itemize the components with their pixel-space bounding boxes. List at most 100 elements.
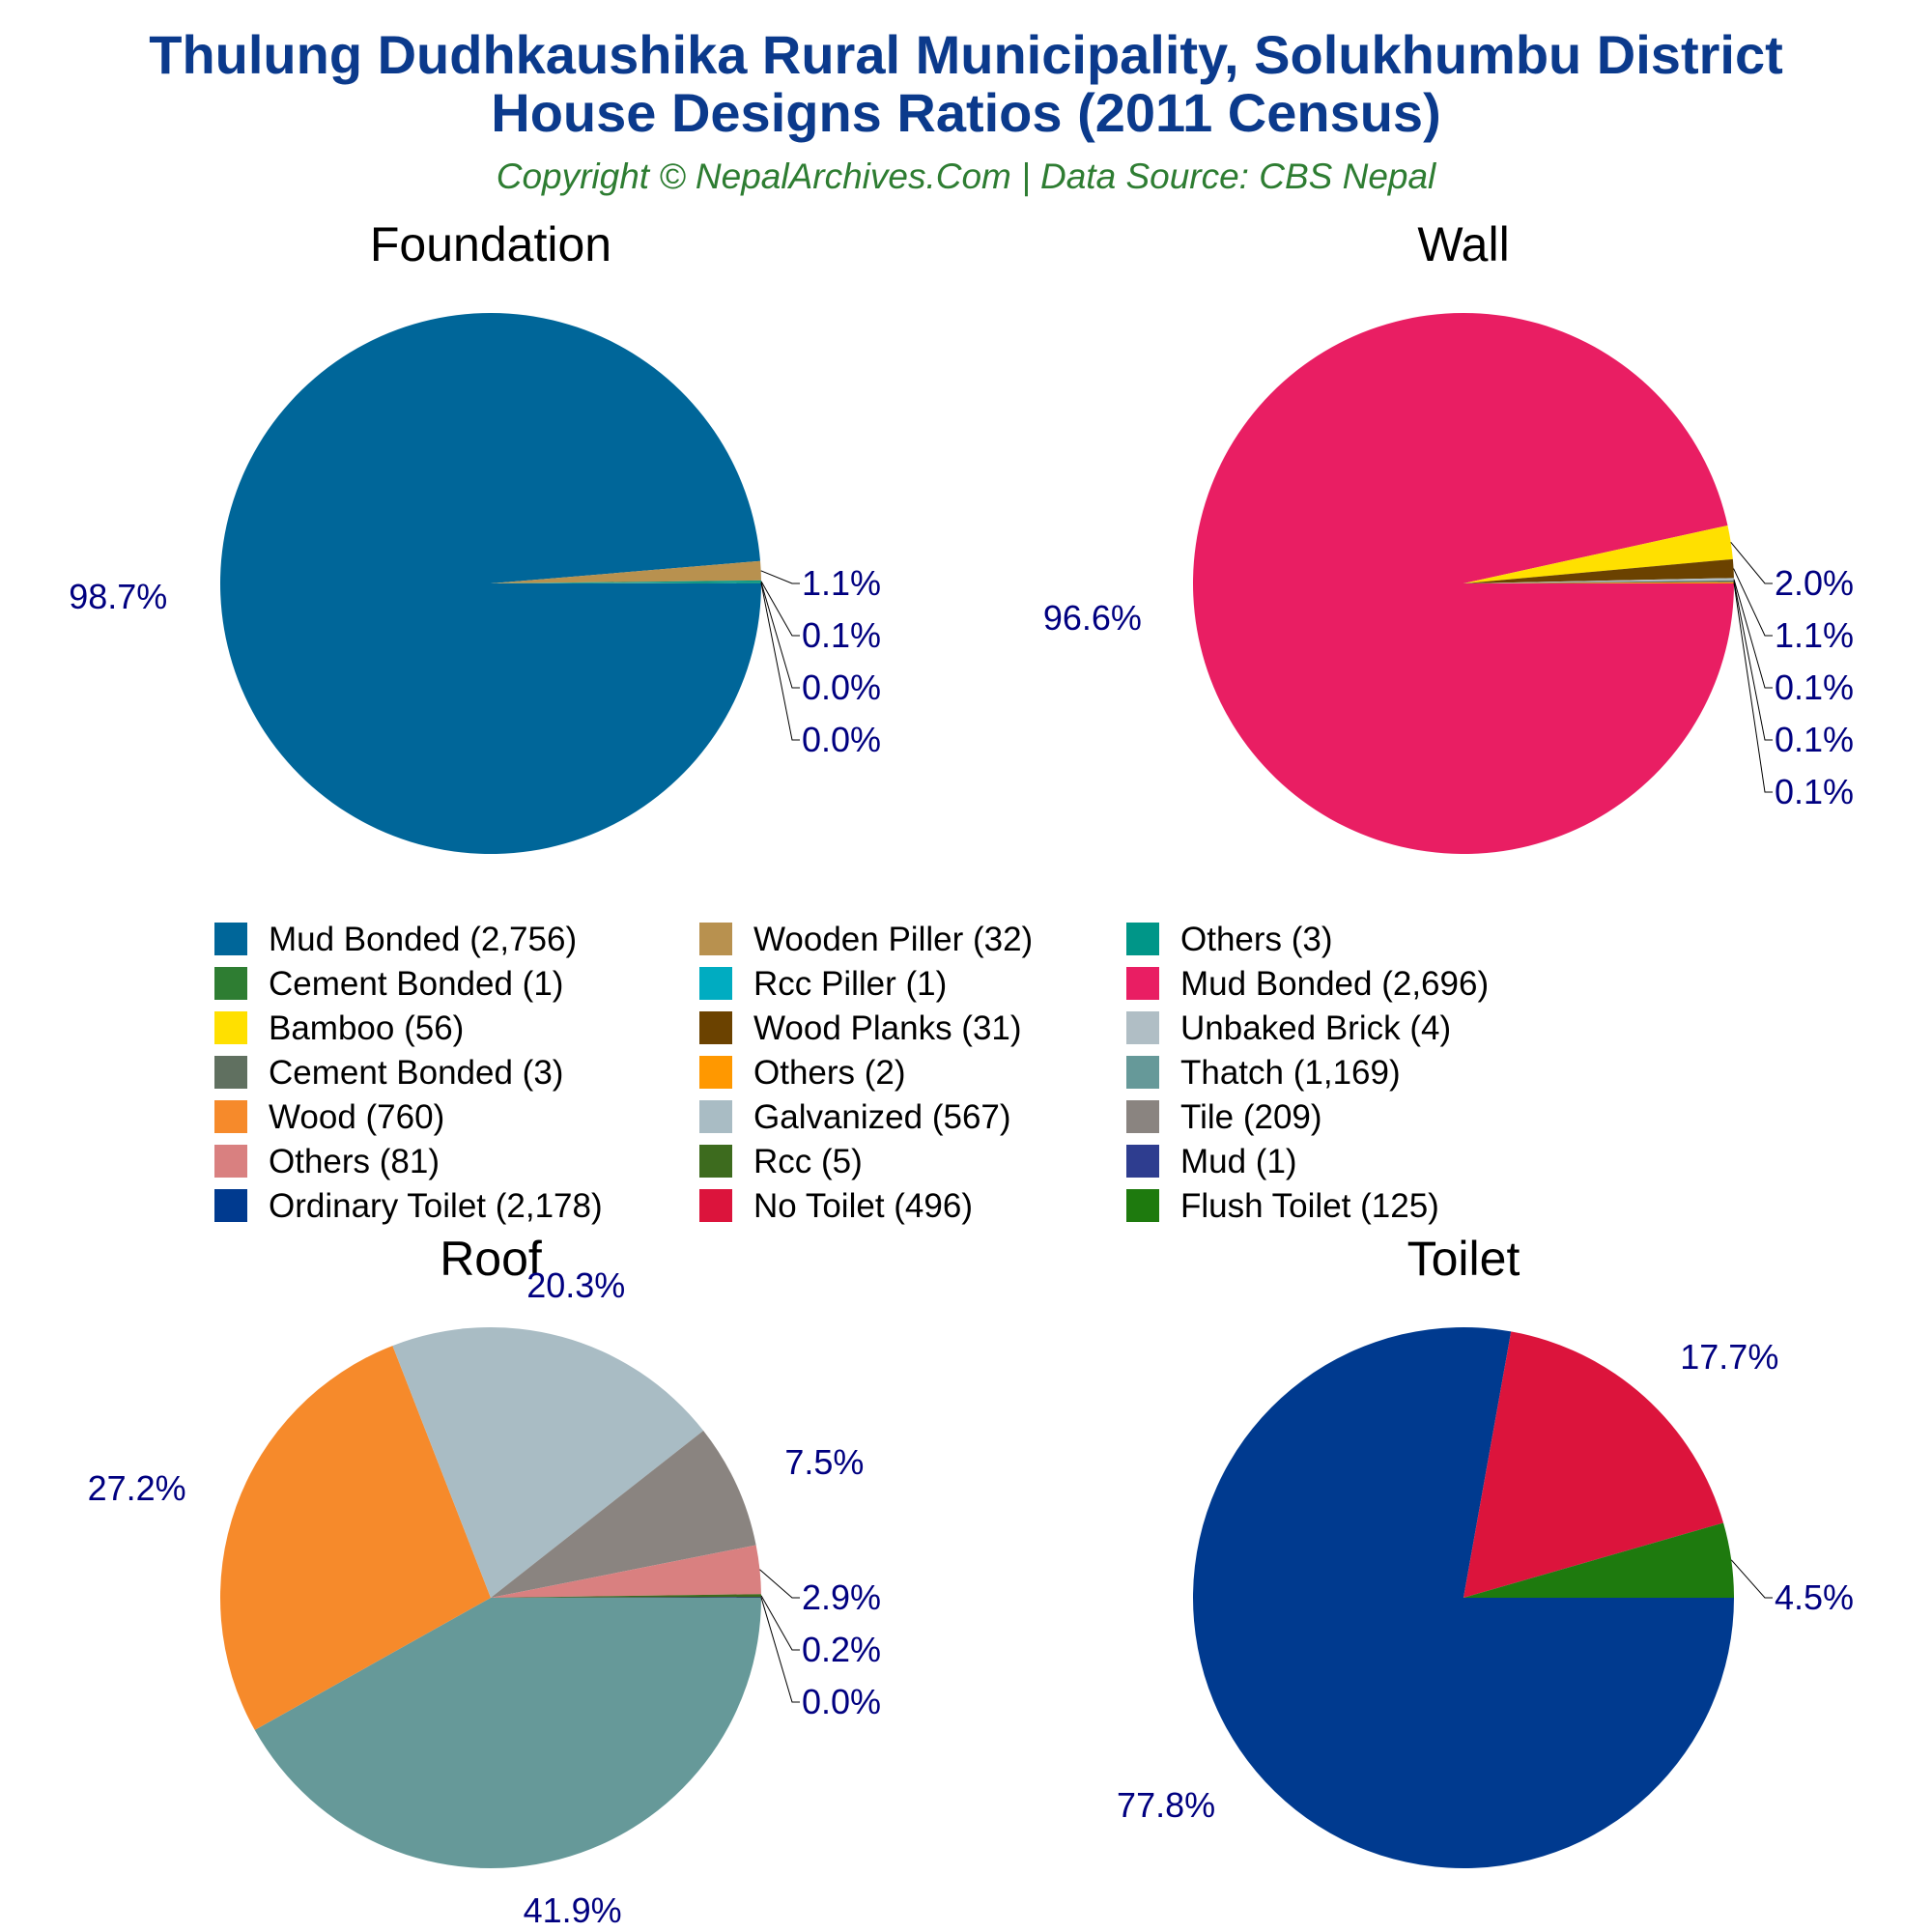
legend-item: Wood (760) (214, 1098, 444, 1136)
pie-wall: Wall 96.6% 2.0% 1.1% 0.1% 0.1% 0.1% (1043, 217, 1854, 854)
legend-swatch (214, 1011, 247, 1044)
leader-line (760, 582, 800, 741)
legend-swatch (1126, 923, 1159, 955)
legend-item: Galvanized (567) (699, 1098, 1011, 1136)
legend-item: Unbaked Brick (4) (1126, 1009, 1451, 1047)
legend-item: Tile (209) (1126, 1098, 1322, 1136)
legend-label: Cement Bonded (3) (269, 1054, 563, 1092)
legend-item: Ordinary Toilet (2,178) (214, 1187, 603, 1225)
legend-swatch (214, 1100, 247, 1133)
legend-label: Mud Bonded (2,756) (269, 921, 577, 958)
legend-item: Cement Bonded (1) (214, 965, 563, 1003)
slice-percent-label: 0.0% (802, 1682, 881, 1721)
pie-slice (220, 1346, 491, 1730)
legend-item: Mud Bonded (2,696) (1126, 965, 1489, 1003)
legend-item: Thatch (1,169) (1126, 1054, 1401, 1092)
legend-label: Wood (760) (269, 1098, 444, 1136)
legend-label: Others (81) (269, 1143, 440, 1180)
legend-swatch (699, 1056, 732, 1089)
legend-item: Others (2) (699, 1054, 906, 1092)
legend-label: Thatch (1,169) (1180, 1054, 1401, 1092)
chart-subtitle: Copyright © NepalArchives.Com | Data Sou… (497, 156, 1437, 196)
pie-slice (1463, 1331, 1724, 1598)
slice-percent-label: 41.9% (524, 1890, 622, 1930)
legend-item: Mud (1) (1126, 1143, 1297, 1180)
slice-percent-label: 27.2% (88, 1468, 186, 1508)
leader-line (1733, 579, 1773, 689)
slice-percent-label: 77.8% (1117, 1785, 1215, 1825)
legend-label: Wood Planks (31) (753, 1009, 1022, 1047)
slice-percent-label: 0.2% (802, 1630, 881, 1669)
slice-percent-label: 0.1% (802, 615, 881, 655)
pie-slice (491, 1430, 756, 1598)
leader-line (760, 581, 800, 637)
pie-slice (1463, 582, 1734, 583)
legend-label: Bamboo (56) (269, 1009, 464, 1047)
pie-slice (491, 1597, 761, 1598)
pie-slice (491, 1545, 761, 1598)
slice-percent-label: 1.1% (802, 563, 881, 603)
legend-item: No Toilet (496) (699, 1187, 973, 1225)
legend-swatch (1126, 1056, 1159, 1089)
pie-slice (491, 560, 761, 583)
slice-percent-label: 0.0% (802, 668, 881, 707)
pie-roof: Roof 41.9% 27.2% 20.3% 7.5% 2.9% 0.2% 0.0% (88, 1232, 881, 1930)
pie-slice (220, 312, 761, 854)
slice-percent-label: 96.6% (1043, 598, 1142, 638)
legend-label: Mud (1) (1180, 1143, 1297, 1180)
legend-item: Others (3) (1126, 921, 1333, 958)
pie-slice (1463, 580, 1734, 583)
legend-label: Unbaked Brick (4) (1180, 1009, 1451, 1047)
slice-percent-label: 0.1% (1775, 668, 1854, 707)
legend-swatch (1126, 967, 1159, 1000)
legend-swatch (699, 1145, 732, 1178)
leader-line (760, 1597, 800, 1703)
pie-slice (1463, 525, 1733, 583)
legend-swatch (699, 923, 732, 955)
legend-item: Mud Bonded (2,756) (214, 921, 577, 958)
slice-percent-label: 17.7% (1680, 1337, 1778, 1377)
legend-item: Bamboo (56) (214, 1009, 464, 1047)
legend-swatch (699, 967, 732, 1000)
legend-swatch (214, 923, 247, 955)
pie-slice (491, 580, 761, 583)
pie-slice (1192, 312, 1734, 854)
pie-charts: Foundation 98.7% 1.1% 0.1% 0.0% 0.0% Wall 96.6%… (69, 217, 1854, 1930)
pie-foundation: Foundation 98.7% 1.1% 0.1% 0.0% 0.0% (69, 217, 881, 854)
chart-title-line2: House Designs Ratios (2011 Census) (491, 82, 1440, 143)
legend-item: Cement Bonded (3) (214, 1054, 563, 1092)
legend-swatch (214, 1056, 247, 1089)
legend-label: Wooden Piller (32) (753, 921, 1033, 958)
chart-title-line1: Thulung Dudhkaushika Rural Municipality,… (149, 24, 1783, 85)
slice-percent-label: 4.5% (1775, 1577, 1854, 1617)
legend-item: Wooden Piller (32) (699, 921, 1033, 958)
pie-slice (1463, 1522, 1734, 1598)
legend-swatch (214, 1189, 247, 1222)
legend-item: Wood Planks (31) (699, 1009, 1022, 1047)
legend-item: Rcc Piller (1) (699, 965, 947, 1003)
legend-label: Ordinary Toilet (2,178) (269, 1187, 603, 1225)
pie-title: Toilet (1407, 1232, 1520, 1286)
slice-percent-label: 0.0% (802, 720, 881, 759)
legend-label: Flush Toilet (125) (1180, 1187, 1439, 1225)
legend-swatch (214, 1145, 247, 1178)
legend-label: Rcc (5) (753, 1143, 863, 1180)
slice-percent-label: 7.5% (784, 1442, 864, 1482)
legend-swatch (1126, 1189, 1159, 1222)
legend-label: No Toilet (496) (753, 1187, 973, 1225)
slice-percent-label: 2.9% (802, 1577, 881, 1617)
slice-percent-label: 98.7% (69, 577, 167, 616)
legend-swatch (1126, 1011, 1159, 1044)
legend-label: Tile (209) (1180, 1098, 1322, 1136)
slice-percent-label: 0.1% (1775, 772, 1854, 811)
legend-label: Galvanized (567) (753, 1098, 1011, 1136)
leader-line (1733, 581, 1773, 741)
legend-label: Others (3) (1180, 921, 1333, 958)
pie-slice (392, 1327, 704, 1598)
legend-item: Flush Toilet (125) (1126, 1187, 1439, 1225)
legend-label: Mud Bonded (2,696) (1180, 965, 1489, 1003)
legend-swatch (699, 1189, 732, 1222)
legend-swatch (699, 1011, 732, 1044)
legend-label: Rcc Piller (1) (753, 965, 947, 1003)
